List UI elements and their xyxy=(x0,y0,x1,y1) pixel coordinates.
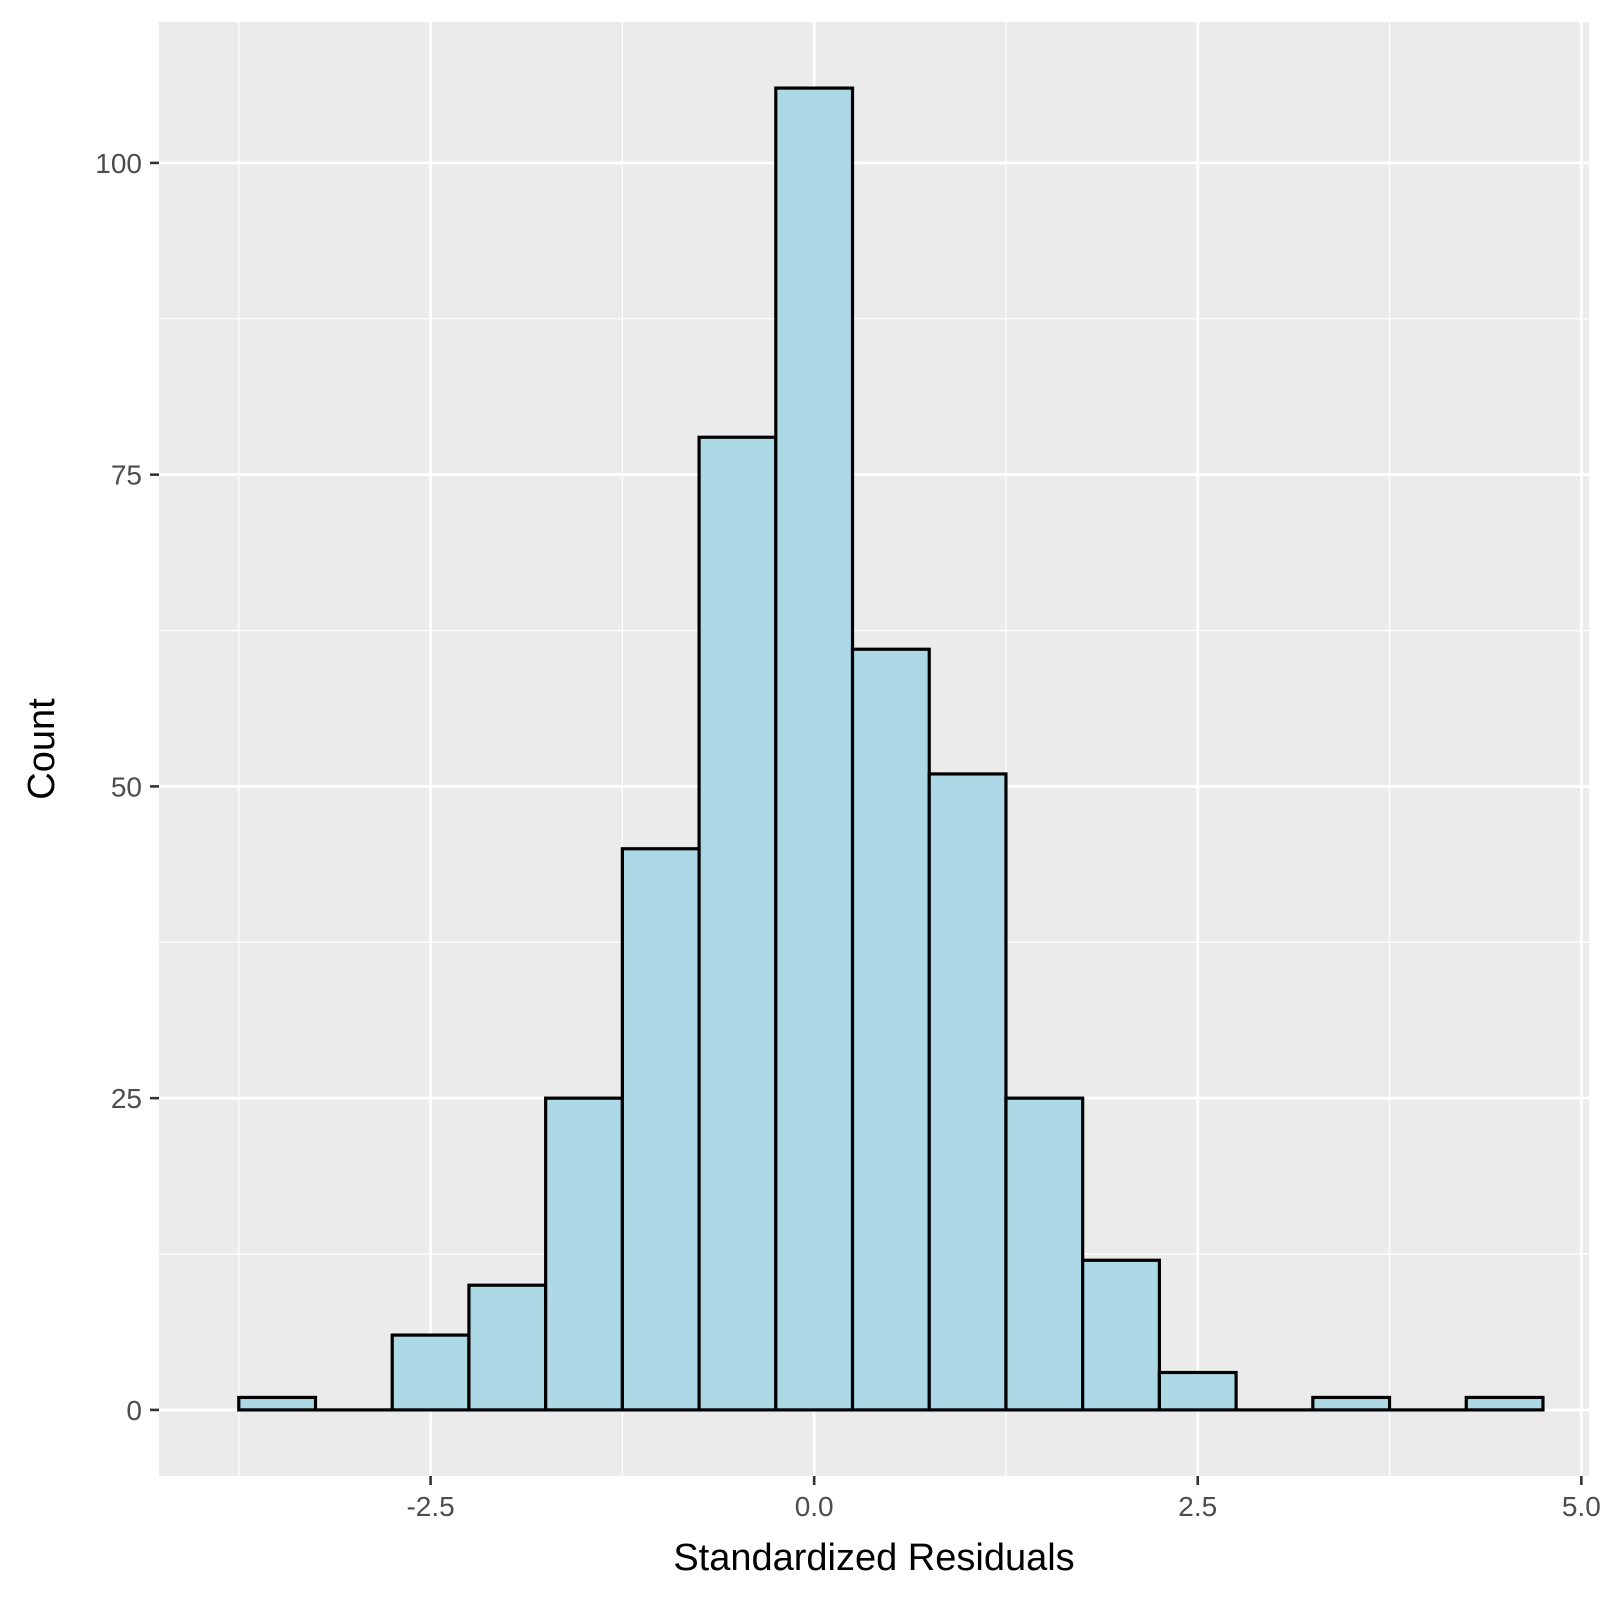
axes: -2.5 0.0 2.5 5.0 0 25 50 75 100 xyxy=(95,148,1600,1522)
x-tick-label: -2.5 xyxy=(406,1491,454,1522)
x-tick-label: 5.0 xyxy=(1562,1491,1600,1522)
histogram-bar xyxy=(467,1283,548,1412)
histogram-bar xyxy=(620,847,701,1412)
histogram-bar xyxy=(927,772,1008,1412)
y-tick-label: 50 xyxy=(111,771,142,802)
x-axis-title: Standardized Residuals xyxy=(673,1537,1074,1579)
histogram-bar xyxy=(1157,1370,1238,1412)
histogram-bar xyxy=(1081,1258,1161,1412)
histogram-bar xyxy=(774,86,855,1412)
histogram-bars xyxy=(237,86,1545,1412)
y-tick-label: 25 xyxy=(111,1083,142,1114)
histogram-bar xyxy=(1004,1096,1085,1412)
histogram-bar xyxy=(697,435,778,1412)
y-axis-title: Count xyxy=(21,698,63,800)
histogram-bar xyxy=(1311,1395,1392,1412)
histogram-bar xyxy=(237,1395,318,1412)
y-tick-label: 0 xyxy=(126,1395,142,1426)
y-tick-label: 75 xyxy=(111,460,142,491)
x-tick-label: 2.5 xyxy=(1178,1491,1217,1522)
histogram-bar xyxy=(1464,1395,1545,1412)
y-tick-label: 100 xyxy=(95,148,142,179)
histogram-bar xyxy=(544,1096,624,1412)
histogram-bar xyxy=(390,1333,471,1412)
histogram-bar xyxy=(850,647,931,1412)
x-tick-label: 0.0 xyxy=(795,1491,834,1522)
